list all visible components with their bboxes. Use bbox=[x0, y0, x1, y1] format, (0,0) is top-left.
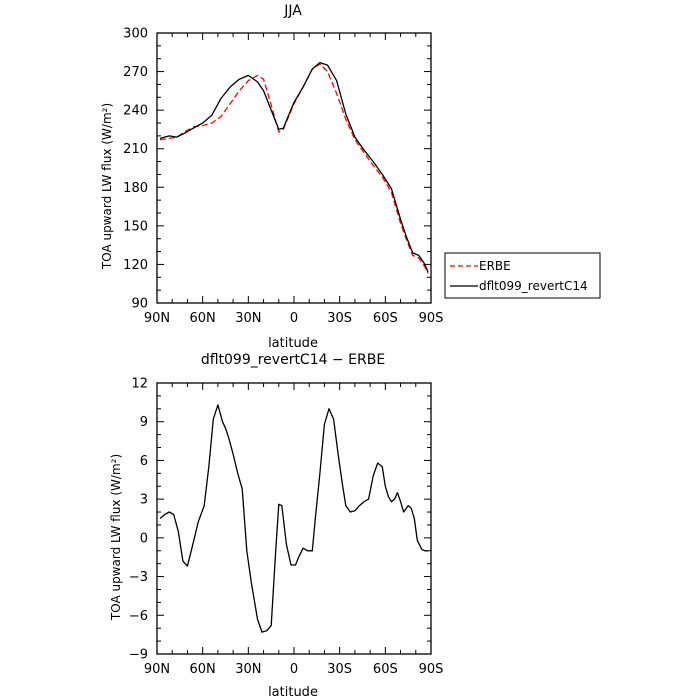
legend: ERBE dflt099_revertC14 bbox=[444, 252, 601, 299]
bottom-y-tick-label: 9 bbox=[140, 415, 148, 430]
top-y-tick-label: 270 bbox=[123, 65, 148, 80]
bottom-y-tick-label: 6 bbox=[140, 454, 148, 469]
top-y-tick-label: 90 bbox=[131, 297, 148, 312]
top-x-tick-label: 60S bbox=[373, 311, 398, 326]
bottom-y-label: TOA upward LW flux (W/m²) bbox=[109, 454, 123, 621]
top-x-label: latitude bbox=[268, 336, 318, 351]
bottom-y-tick-label: −9 bbox=[129, 648, 148, 663]
legend-box bbox=[444, 252, 601, 299]
bottom-plot-frame bbox=[156, 382, 432, 655]
bottom-x-tick-label: 90N bbox=[144, 662, 170, 677]
bottom-y-tick-label: 12 bbox=[131, 377, 148, 392]
top-x-tick-label: 90S bbox=[419, 311, 444, 326]
bottom-y-tick-label: 0 bbox=[140, 531, 148, 546]
top-x-tick-label: 60N bbox=[190, 311, 216, 326]
top-series-line-dflt099-revertc14 bbox=[159, 61, 429, 273]
bottom-y-tick-label: −3 bbox=[129, 570, 148, 585]
top-y-tick-label: 120 bbox=[123, 258, 148, 273]
top-y-tick-label: 300 bbox=[123, 27, 148, 42]
bottom-y-tick-label: 3 bbox=[140, 493, 148, 508]
bottom-plot-area: 90N 60N 30N 0 30S 60S 90S −9 −6 −3 0 3 6 9 12 bbox=[129, 377, 444, 678]
bottom-x-tick-label: 60S bbox=[373, 662, 398, 677]
bottom-y-tick-label: −6 bbox=[129, 609, 148, 624]
top-plot-area: 90N 60N 30N 0 30S 60S 90S 90 120 150 180 210 240 270 3… bbox=[123, 27, 443, 327]
bottom-panel: dflt099_revertC14 − ERBE 90N 60N 30N 0 30S 60… bbox=[109, 352, 443, 700]
top-y-tick-label: 180 bbox=[123, 181, 148, 196]
bottom-x-tick-label: 30S bbox=[327, 662, 352, 677]
bottom-x-label: latitude bbox=[268, 685, 318, 700]
top-y-tick-label: 240 bbox=[123, 104, 148, 119]
legend-model-label: dflt099_revertC14 bbox=[479, 279, 588, 293]
top-panel: JJA 90N 60N 30N 0 30S 60S 90S 90 120 150 180 210 240… bbox=[100, 3, 601, 351]
top-x-tick-label: 30N bbox=[235, 311, 261, 326]
bottom-title: dflt099_revertC14 − ERBE bbox=[201, 352, 385, 368]
legend-erbe-label: ERBE bbox=[479, 259, 511, 273]
bottom-x-tick-label: 90S bbox=[419, 662, 444, 677]
top-x-tick-label: 30S bbox=[327, 311, 352, 326]
bottom-x-tick-label: 60N bbox=[190, 662, 216, 677]
top-plot-frame bbox=[156, 32, 432, 304]
top-y-tick-label: 150 bbox=[123, 219, 148, 234]
top-y-label: TOA upward LW flux (W/m²) bbox=[100, 103, 114, 270]
top-title: JJA bbox=[283, 3, 302, 19]
top-x-tick-label: 90N bbox=[144, 311, 170, 326]
top-series-line-erbe bbox=[159, 63, 429, 274]
bottom-x-tick-label: 0 bbox=[290, 662, 298, 677]
bottom-x-tick-label: 30N bbox=[235, 662, 261, 677]
top-x-tick-label: 0 bbox=[290, 311, 298, 326]
bottom-series-line-diff-0 bbox=[159, 404, 428, 633]
top-y-tick-label: 210 bbox=[123, 142, 148, 157]
